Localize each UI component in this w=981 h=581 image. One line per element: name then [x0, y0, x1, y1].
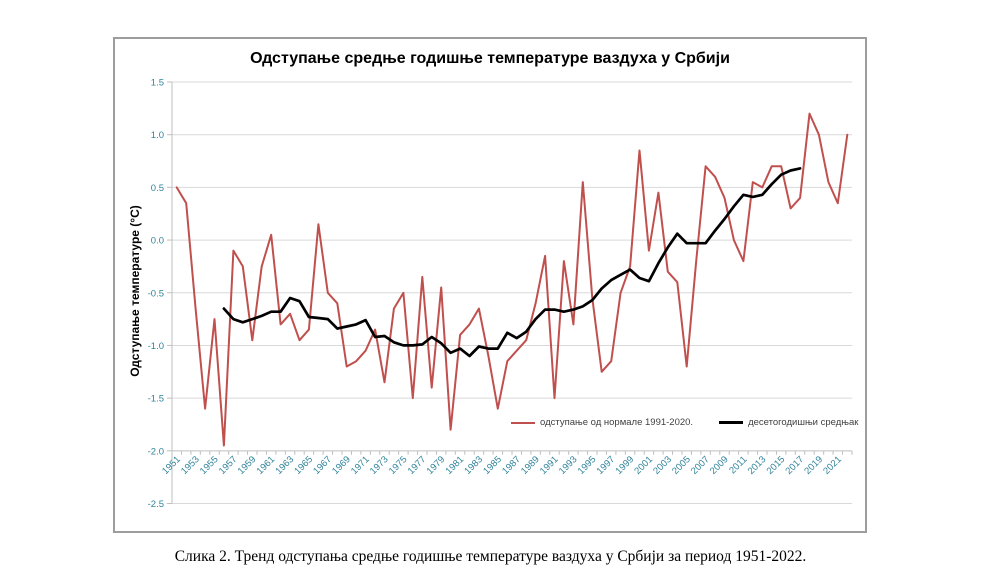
y-tick-label: 1.0	[151, 130, 164, 141]
x-tick-label: 1981	[443, 454, 466, 477]
x-tick-label: 2005	[670, 454, 693, 477]
x-tick-label: 1969	[330, 454, 353, 477]
x-tick-label: 2001	[632, 454, 655, 477]
x-tick-label: 1995	[576, 454, 599, 477]
legend-swatch-black-line	[719, 421, 744, 424]
chart-title: Одступање средње годишње температуре ваз…	[250, 50, 730, 67]
x-tick-label: 1997	[595, 454, 618, 477]
legend: одступање од нормале 1991-2020. десетого…	[511, 417, 858, 428]
legend-swatch-red-line	[511, 421, 535, 424]
x-tick-label: 1971	[349, 454, 372, 477]
x-tick-label: 1961	[255, 454, 278, 477]
legend-label-decadal-mean: десетогодишњи средњак	[748, 417, 859, 428]
plot-area: 1.5 1.0 0.5 0.0 -0.5 -1.0 -1.5 -2.0 -2.5 19511953…	[148, 78, 853, 510]
x-tick-label: 1951	[160, 454, 183, 477]
x-tick-label: 1989	[519, 454, 542, 477]
temperature-anomaly-chart: Одступање средње годишње температуре ваз…	[113, 37, 867, 533]
x-tick-label: 2019	[802, 454, 825, 477]
x-tick-label: 1953	[179, 454, 202, 477]
x-tick-label: 1957	[217, 454, 240, 477]
series-line-anomaly	[175, 112, 849, 447]
x-tick-label: 2007	[689, 454, 712, 477]
x-tick-label: 2015	[765, 454, 788, 477]
series-line-decadal-mean	[222, 167, 802, 358]
x-tick-label: 1967	[311, 454, 334, 477]
x-tick-label: 2021	[821, 454, 844, 477]
x-tick-label: 1983	[462, 454, 485, 477]
y-tick-label: -2.0	[148, 446, 164, 457]
x-tick-label: 2009	[708, 454, 731, 477]
legend-label-anomaly: одступање од нормале 1991-2020.	[540, 417, 694, 428]
y-tick-label: -1.5	[148, 394, 164, 405]
y-tick-label: -2.5	[148, 499, 164, 510]
x-tick-label: 1977	[406, 454, 429, 477]
legend-item-anomaly: одступање од нормале 1991-2020.	[511, 417, 693, 428]
y-tick-label: -0.5	[148, 288, 164, 299]
x-tick-label: 1991	[538, 454, 561, 477]
x-tick-label: 1963	[273, 454, 296, 477]
x-tick-label: 1979	[425, 454, 448, 477]
x-tick-label: 1985	[481, 454, 504, 477]
legend-item-decadal-mean: десетогодишњи средњак	[719, 417, 858, 428]
x-tick-label: 2011	[727, 454, 749, 476]
y-tick-label: 1.5	[151, 78, 164, 89]
y-tick-label: -1.0	[148, 341, 164, 352]
x-tick-label: 1973	[368, 454, 391, 477]
x-tick-label: 1965	[292, 454, 315, 477]
x-tick-label: 2003	[651, 454, 674, 477]
x-tick-label: 1959	[236, 454, 259, 477]
x-tick-label: 2017	[783, 454, 806, 477]
x-tick-label: 1987	[500, 454, 523, 477]
x-tick-label: 1955	[198, 454, 221, 477]
x-tick-label: 2013	[746, 454, 769, 477]
y-tick-label: 0.5	[151, 183, 164, 194]
figure-caption: Слика 2. Тренд одступања средње годишње …	[174, 548, 807, 565]
x-tick-label: 1993	[557, 454, 580, 477]
x-tick-label: 1975	[387, 454, 410, 477]
y-tick-label: 0.0	[151, 236, 164, 247]
x-tick-label: 1999	[613, 454, 636, 477]
